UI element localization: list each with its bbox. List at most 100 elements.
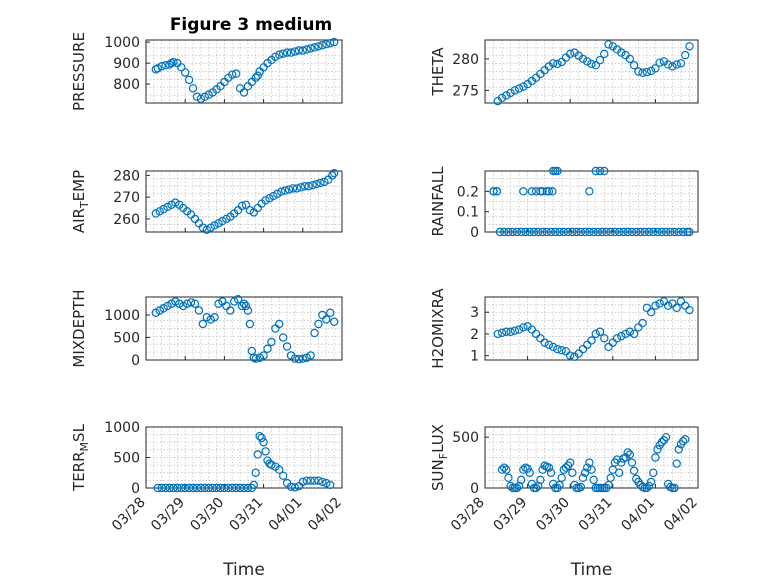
data-point [326, 480, 335, 490]
data-point [668, 62, 677, 71]
data-point [314, 476, 323, 485]
data-point [517, 227, 526, 237]
data-point [642, 483, 652, 493]
data-point [681, 50, 690, 60]
data-point [251, 468, 260, 477]
data-point [188, 84, 198, 93]
data-point [239, 299, 249, 308]
data-point [267, 460, 276, 470]
data-point [251, 354, 260, 363]
data-point [235, 483, 245, 493]
data-point [568, 227, 577, 237]
data-point [257, 433, 266, 443]
data-point [566, 458, 575, 467]
data-point [657, 438, 666, 447]
data-point [157, 62, 166, 71]
data-point [536, 334, 545, 343]
data-point [625, 54, 635, 64]
data-point [290, 47, 300, 56]
data-point [566, 351, 575, 360]
data-point [512, 483, 522, 493]
data-point [190, 299, 200, 308]
data-point [153, 483, 162, 493]
y-tick-label: 800 [113, 77, 140, 93]
data-point [255, 431, 264, 441]
x-tick-label: 03/31 [227, 495, 267, 535]
data-point [184, 75, 194, 85]
data-point [548, 59, 558, 68]
data-point [224, 483, 233, 493]
y-tick-label: 2 [470, 327, 479, 343]
data-point [546, 468, 556, 477]
y-tick-label: 0 [470, 225, 479, 241]
data-point [653, 445, 662, 454]
data-point [517, 475, 526, 485]
data-point [551, 227, 560, 237]
data-point [286, 48, 296, 57]
data-point [538, 187, 547, 196]
data-point [284, 185, 294, 194]
data-point [529, 227, 539, 237]
data-point [220, 483, 229, 493]
axes-frame [484, 426, 699, 489]
data-point [561, 347, 571, 356]
data-point [602, 227, 611, 237]
data-point [306, 476, 315, 485]
data-point [312, 179, 321, 189]
data-point [294, 46, 304, 55]
data-point [606, 227, 615, 237]
data-point [546, 227, 556, 237]
y-axis-label: H2OMIXRA [429, 288, 447, 369]
y-tick-label: 1 [470, 349, 479, 365]
data-point [617, 48, 626, 57]
data-point [326, 38, 335, 48]
data-point [646, 66, 656, 76]
data-point [585, 227, 594, 237]
data-point [188, 483, 198, 493]
data-point [173, 483, 182, 493]
data-point [555, 227, 564, 237]
data-point [659, 297, 669, 306]
data-point [282, 342, 292, 351]
x-tick-label: 04/02 [661, 495, 701, 535]
data-point [251, 73, 260, 83]
y-tick-label: 1000 [104, 308, 140, 324]
y-axis-label: MIXDEPTH [70, 289, 88, 367]
data-point [157, 483, 166, 493]
data-point [672, 60, 681, 69]
data-point [306, 351, 315, 360]
data-point [553, 344, 562, 354]
y-tick-label: 3 [470, 305, 479, 321]
data-point [591, 60, 600, 70]
data-point [322, 478, 331, 488]
data-point [646, 477, 656, 487]
data-point [241, 301, 251, 311]
data-point [300, 182, 309, 191]
data-point [302, 476, 311, 485]
data-point [587, 336, 596, 345]
data-point [493, 329, 502, 339]
data-point [259, 351, 268, 360]
data-point [519, 323, 528, 332]
axes-frame [484, 170, 699, 233]
x-tick-label: 03/30 [533, 495, 573, 535]
data-point [519, 187, 528, 196]
data-point [685, 42, 694, 51]
data-point [617, 458, 626, 467]
data-point [638, 318, 647, 328]
data-point [670, 227, 679, 237]
data-point [604, 342, 613, 352]
data-point [161, 483, 170, 493]
data-point [657, 227, 666, 237]
data-point [292, 184, 302, 193]
data-point [591, 329, 600, 339]
data-point [288, 184, 298, 193]
data-point [681, 435, 690, 444]
y-axis-label: AIRTEMP [70, 170, 91, 233]
data-point [237, 301, 247, 311]
data-point [576, 482, 586, 492]
data-point [676, 297, 686, 306]
data-point [306, 44, 315, 53]
data-point [275, 50, 284, 59]
data-point [277, 187, 286, 196]
